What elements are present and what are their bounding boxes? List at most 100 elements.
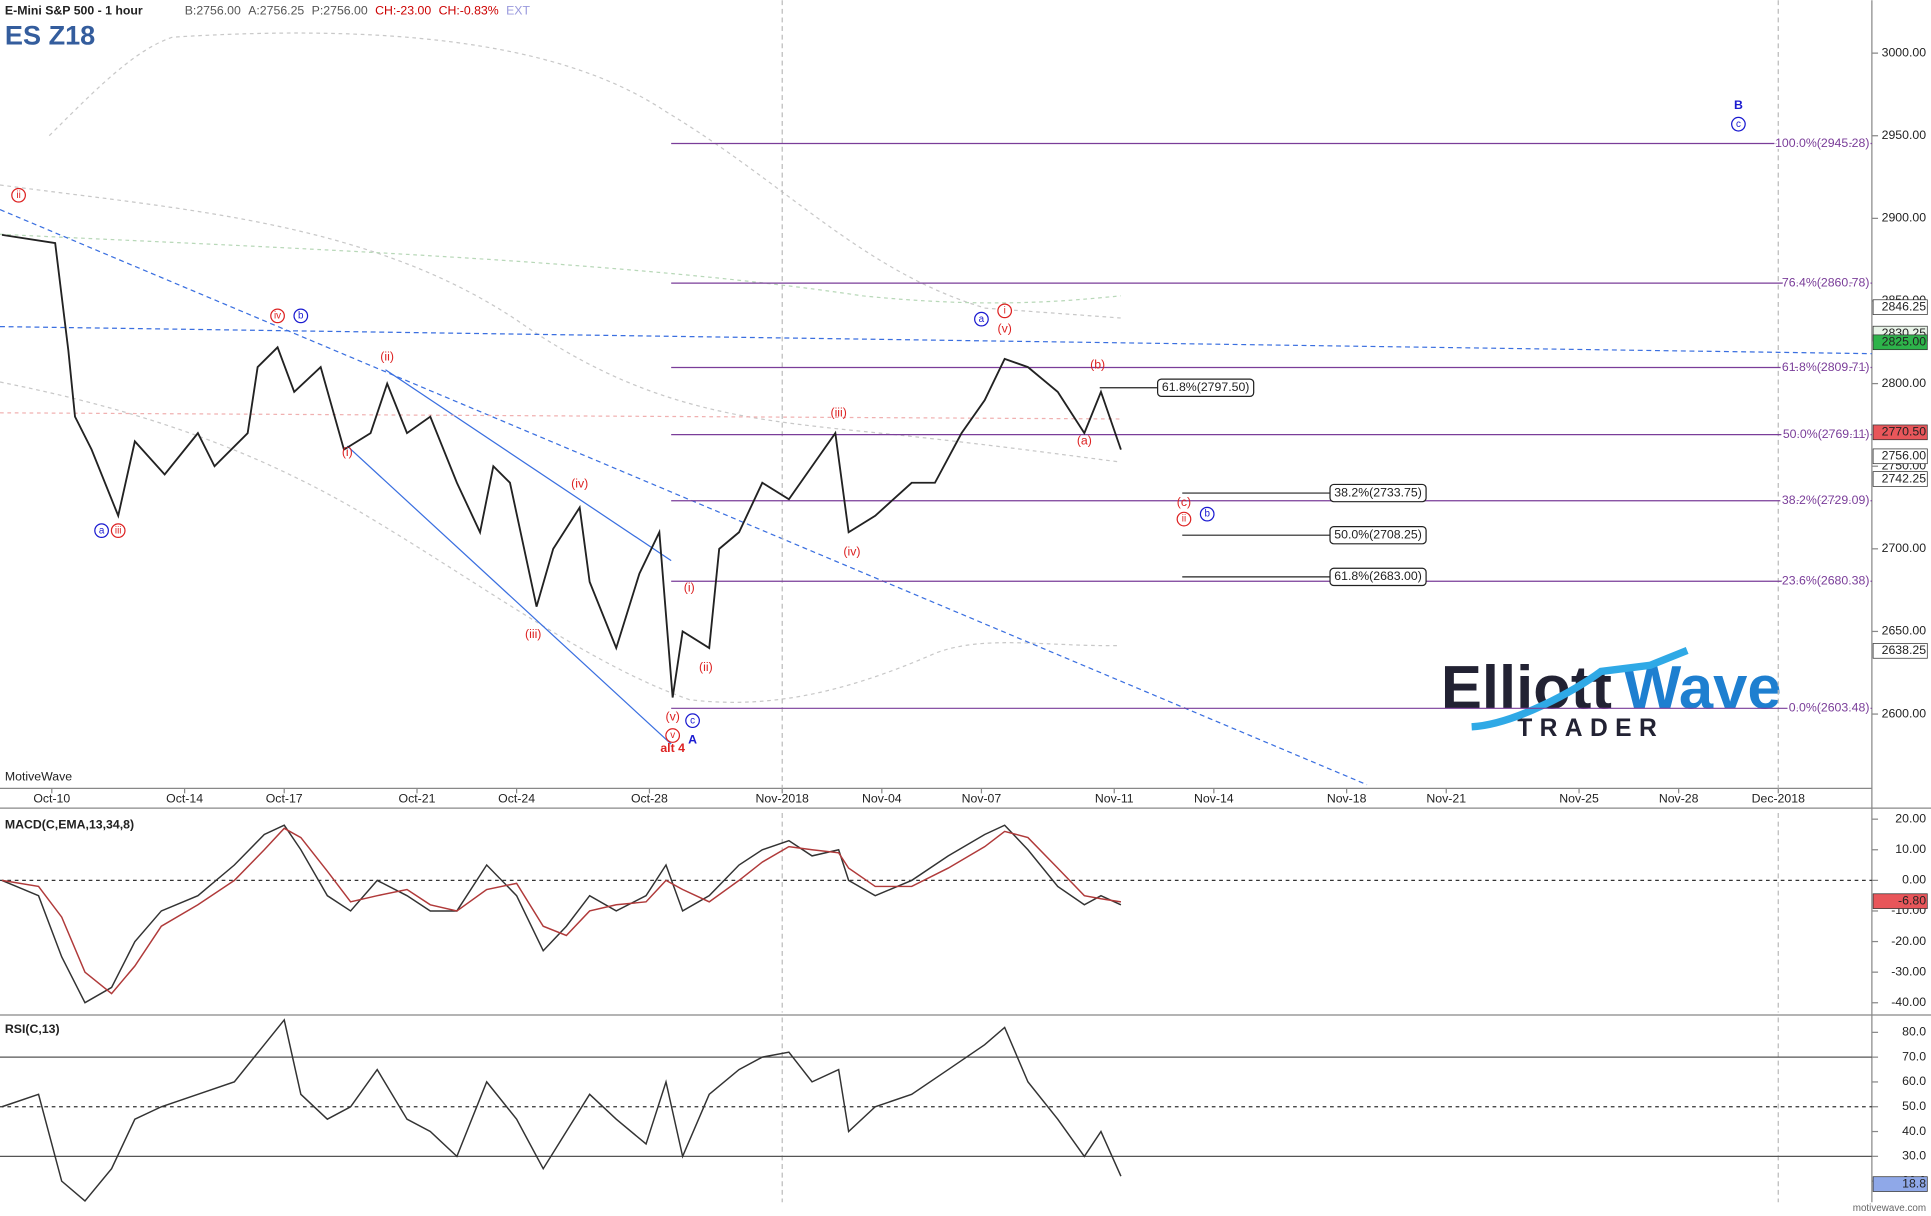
price-marker-label: 2742.25 [1882,471,1927,485]
fib-label: 100.0%(2945.28) [1775,136,1869,150]
quote-field: CH:-0.83% [439,4,499,18]
price-marker [1872,448,1928,465]
y-tick-label: -30.00 [1891,964,1926,978]
wave-label: a [979,314,985,325]
quote-field: B:2756.00 [185,4,241,18]
price-marker [1872,893,1928,909]
wave-label: (iv) [571,477,588,491]
wave-circle [1176,511,1192,527]
logo-text: TRADER [1517,715,1664,742]
price-marker-label: 2756.00 [1882,449,1927,463]
x-tick-label: Nov-2018 [756,792,809,806]
price-marker-label: 2638.25 [1882,643,1927,657]
wave-label: A [688,733,697,747]
logo-swoosh [1471,647,1689,731]
wave-label: (ii) [380,349,394,363]
price-marker [1872,471,1928,487]
wave-label: alt 4 [660,741,685,755]
projection-box [1156,378,1255,397]
projection-box [1329,525,1427,545]
wave-label: b [1204,509,1210,520]
price-marker-label: 2846.25 [1882,299,1927,313]
y-tick-label: -20.00 [1891,934,1926,948]
ema-line [0,233,1121,304]
price-marker-label: 2825.00 [1882,335,1927,349]
wave-label: v [670,730,675,741]
wave-circle [665,728,681,743]
wave-label: (v) [997,321,1011,335]
symbol: ES Z18 [5,19,95,50]
series-line [1,827,1122,995]
x-tick-label: Nov-25 [1559,792,1599,806]
trend-line [0,209,1368,786]
fib-label: 76.4%(2860.78) [1782,275,1870,289]
quote-field: CH:-23.00 [375,4,431,18]
price-marker-label: 18.8 [1902,1176,1926,1190]
projection-box [1329,483,1427,503]
wave-label: i [1004,306,1006,317]
wave-label: (iv) [843,544,860,558]
price-marker [1872,1176,1928,1192]
y-tick-label: 2900.00 [1882,211,1927,225]
x-tick-label: Nov-04 [862,792,902,806]
y-tick-label: 30.0 [1902,1149,1926,1163]
y-tick-label: 2800.00 [1882,376,1927,390]
channel-line [385,369,672,562]
wave-circle [94,523,109,539]
wave-circle [110,523,126,539]
wave-circle [1731,116,1746,132]
x-tick-label: Oct-10 [33,792,70,806]
x-tick-label: Oct-17 [266,792,303,806]
price-marker-label: -6.80 [1898,893,1926,907]
series-line [1,824,1122,1004]
wave-circle [293,308,309,324]
wave-label: iii [115,525,122,536]
wave-label: (iii) [525,627,541,641]
y-tick-label: 70.0 [1902,1049,1926,1063]
y-tick-label: 10.00 [1895,842,1926,856]
wave-label: B [1734,98,1743,112]
fib-label: 23.6%(2680.38) [1782,573,1870,587]
y-tick-label: 60.0 [1902,1074,1926,1088]
wave-label: c [690,715,695,726]
footer: motivewave.com [1853,1203,1926,1214]
wave-label: iv [274,310,281,321]
x-tick-label: Nov-18 [1327,792,1367,806]
wave-label: (b) [1090,358,1105,372]
price-marker [1872,334,1928,351]
x-tick-label: Nov-07 [962,792,1002,806]
price-marker [1872,299,1928,315]
channel-line [346,445,672,745]
reference-line [0,412,1121,420]
wave-label: (c) [1177,495,1191,509]
platform: MotiveWave [5,770,72,784]
wave-label: (i) [342,445,353,459]
wave-label: (v) [665,710,679,724]
wave-circle [974,311,989,327]
wave-label: (ii) [699,660,713,674]
x-tick-label: Nov-14 [1194,792,1234,806]
wave-circle [1199,506,1215,522]
projection-label: 61.8%(2797.50) [1162,380,1250,394]
price-marker-label: 2770.50 [1882,425,1927,439]
y-tick-label: 2650.00 [1882,624,1927,638]
y-tick-label: 0.00 [1902,873,1926,887]
panel-title: MACD(C,EMA,13,34,8) [5,818,134,832]
y-tick-label: 50.0 [1902,1099,1926,1113]
wave-circle [11,187,26,203]
x-tick-label: Nov-11 [1095,792,1134,806]
x-tick-label: Oct-28 [631,792,668,806]
y-tick-label: 2700.00 [1882,541,1927,555]
wave-label: ii [1182,514,1186,525]
projection-label: 38.2%(2733.75) [1334,485,1422,499]
y-tick-label: 80.0 [1902,1025,1926,1039]
fib-label: 61.8%(2809.71) [1782,360,1870,374]
y-tick-label: 2950.00 [1882,128,1927,142]
quote-field: P:2756.00 [312,4,368,18]
y-tick-label: 2600.00 [1882,706,1927,720]
wave-circle [685,713,700,729]
quote-field: A:2756.25 [248,4,304,18]
